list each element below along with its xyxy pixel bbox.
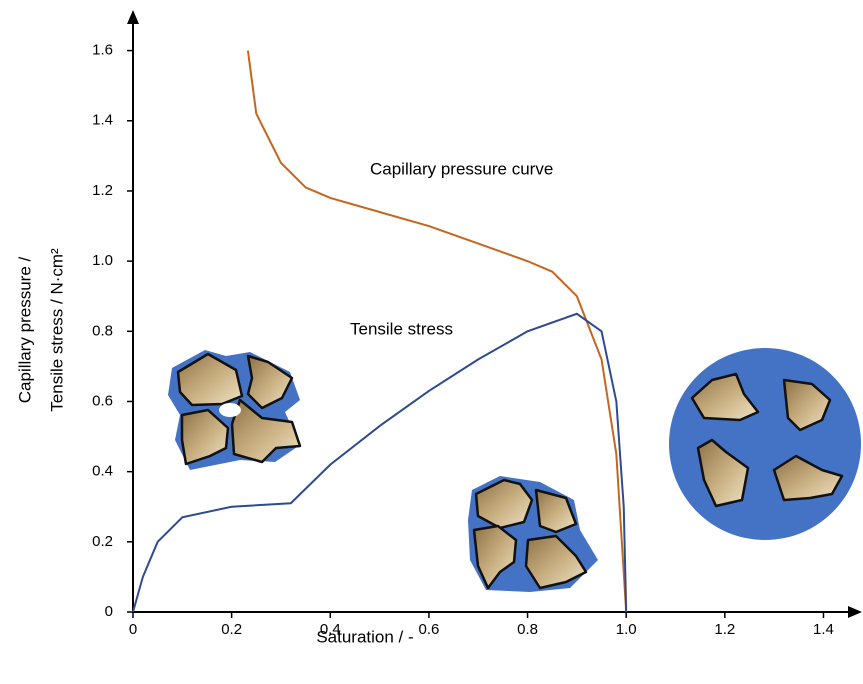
x-tick-label: 0 <box>129 621 137 638</box>
series-line <box>132 312 628 613</box>
y-tick-label: 1.0 <box>92 252 113 269</box>
particle-cluster-dry <box>168 350 302 470</box>
series-label: Tensile stress <box>350 319 453 338</box>
y-tick-label: 0.6 <box>92 392 113 409</box>
y-tick-label: 0.4 <box>92 463 113 480</box>
series-label: Capillary pressure curve <box>370 159 553 178</box>
y-tick-label: 1.2 <box>92 182 113 199</box>
series-line <box>246 50 628 613</box>
x-tick-label: 0.8 <box>517 621 538 638</box>
x-tick-label: 0.2 <box>221 621 242 638</box>
x-tick-label: 1.2 <box>714 621 735 638</box>
y-axis-arrow <box>127 10 139 24</box>
x-tick-label: 1.4 <box>813 621 834 638</box>
x-axis-arrow <box>848 606 862 618</box>
x-tick-label: 1.0 <box>616 621 637 638</box>
y-tick-label: 1.6 <box>92 42 113 59</box>
y-tick-label: 1.4 <box>92 112 113 129</box>
x-tick-label: 0.4 <box>320 621 341 638</box>
particle-cluster-pendular <box>468 476 598 592</box>
particle-cluster-saturated <box>669 348 861 540</box>
x-axis-label: Saturation / - <box>316 627 413 646</box>
y-tick-label: 0.2 <box>92 533 113 550</box>
y-tick-label: 0.8 <box>92 322 113 339</box>
y-axis-label: Tensile stress / N·cm² <box>47 248 66 412</box>
y-axis-label: Capillary pressure / <box>15 257 34 404</box>
x-tick-label: 0.6 <box>418 621 439 638</box>
y-tick-label: 0 <box>105 603 113 620</box>
